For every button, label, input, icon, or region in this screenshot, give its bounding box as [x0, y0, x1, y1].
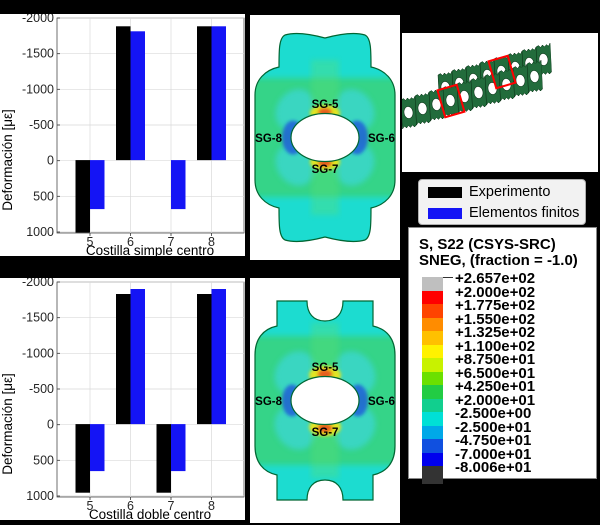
svg-text:Costilla doble centro: Costilla doble centro	[89, 507, 211, 520]
svg-text:0: 0	[47, 154, 54, 168]
svg-text:Deformación [με]: Deformación [με]	[0, 109, 15, 211]
svg-text:-1500: -1500	[22, 311, 54, 325]
svg-text:SG-7: SG-7	[312, 164, 339, 176]
svg-text:-1500: -1500	[22, 47, 54, 61]
svg-text:500: 500	[33, 453, 54, 467]
svg-text:SG-6: SG-6	[368, 133, 395, 145]
svg-text:-1000: -1000	[22, 82, 54, 96]
svg-text:Deformación [με]: Deformación [με]	[0, 373, 15, 475]
svg-text:SG-5: SG-5	[312, 362, 339, 374]
svg-text:500: 500	[33, 189, 54, 203]
svg-text:-2000: -2000	[22, 14, 54, 25]
svg-text:SG-5: SG-5	[312, 99, 339, 111]
svg-text:-2000: -2000	[22, 278, 54, 289]
svg-text:-500: -500	[29, 118, 54, 132]
svg-text:SG-8: SG-8	[255, 133, 282, 145]
svg-text:0: 0	[47, 418, 54, 432]
svg-text:SG-6: SG-6	[368, 396, 395, 408]
svg-text:1000: 1000	[26, 225, 54, 239]
svg-text:SG-7: SG-7	[312, 427, 339, 439]
svg-text:-1000: -1000	[22, 346, 54, 360]
svg-text:Costilla simple centro: Costilla simple centro	[86, 243, 214, 256]
svg-text:1000: 1000	[26, 489, 54, 503]
svg-text:-500: -500	[29, 382, 54, 396]
svg-text:SG-8: SG-8	[255, 396, 282, 408]
